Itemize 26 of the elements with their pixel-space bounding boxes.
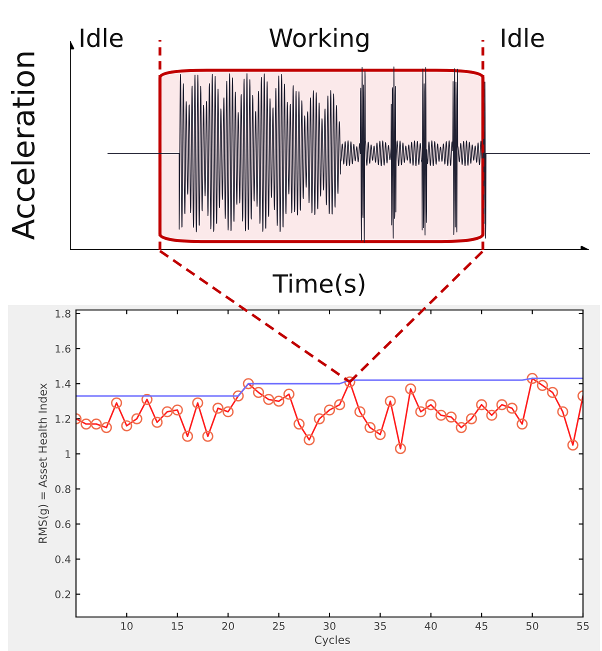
y-tick-label: 0.2 — [55, 590, 70, 598]
y-axis-title: RMS(g) = Asset Health Index — [38, 383, 50, 543]
y-tick-label: 1.2 — [56, 414, 70, 423]
x-axis-title: Cycles — [314, 635, 350, 646]
x-tick-label: 20 — [222, 622, 234, 630]
text: Idle — [80, 28, 123, 48]
text: Acceleration — [11, 52, 35, 240]
y-tick-label: 0.6 — [55, 520, 70, 528]
y-tick-label: 1.8 — [56, 310, 70, 318]
y-tick-label: 1.6 — [56, 344, 70, 353]
x-tick-label: 45 — [475, 622, 488, 630]
y-tick-label: 1 — [66, 450, 70, 458]
y-tick-label: 0.4 — [55, 555, 71, 564]
x-tick-label: 25 — [272, 622, 285, 630]
text: Working — [269, 28, 368, 52]
x-tick-label: 15 — [172, 622, 184, 630]
x-tick-label: 10 — [121, 622, 133, 630]
x-tick-label: 50 — [526, 622, 538, 630]
y-tick-label: 0.8 — [55, 485, 70, 494]
x-tick-label: 30 — [324, 622, 336, 630]
x-tick-label: 40 — [424, 622, 437, 630]
y-tick-label: 1.4 — [56, 380, 71, 388]
x-tick-label: 35 — [374, 622, 386, 630]
text: Idle — [502, 28, 544, 48]
x-tick-label: 55 — [577, 622, 589, 630]
text: Time(s) — [272, 274, 364, 296]
